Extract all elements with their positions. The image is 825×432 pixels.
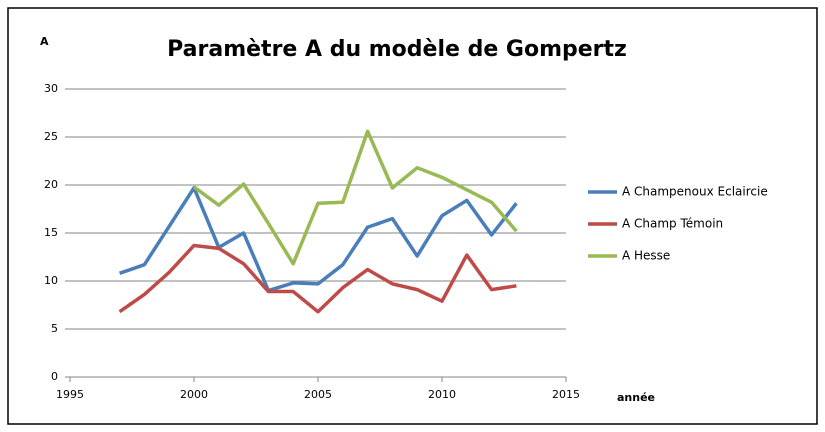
y-tick-label: 25 — [44, 130, 58, 143]
y-axis-label: A — [40, 35, 49, 48]
y-tick-label: 20 — [44, 178, 58, 191]
y-tick-label: 5 — [51, 322, 58, 335]
y-tick-label: 10 — [44, 274, 58, 287]
x-axis-label: année — [617, 391, 655, 404]
x-tick-label: 1995 — [56, 388, 84, 401]
x-tick-label: 2005 — [304, 388, 332, 401]
y-tick-label: 15 — [44, 226, 58, 239]
x-tick-label: 2010 — [428, 388, 456, 401]
x-tick-label: 2000 — [180, 388, 208, 401]
y-tick-label: 30 — [44, 82, 58, 95]
legend-label: A Champenoux Eclaircie — [622, 185, 768, 199]
x-tick-label: 2015 — [552, 388, 580, 401]
series-line — [192, 129, 518, 266]
y-tick-label: 0 — [51, 370, 58, 383]
legend-label: A Champ Témoin — [622, 217, 723, 231]
legend-label: A Hesse — [622, 249, 670, 263]
series-line — [118, 243, 517, 314]
series-line — [119, 186, 518, 293]
chart-title: Paramètre A du modèle de Gompertz — [167, 37, 627, 62]
chart-border — [7, 7, 818, 425]
